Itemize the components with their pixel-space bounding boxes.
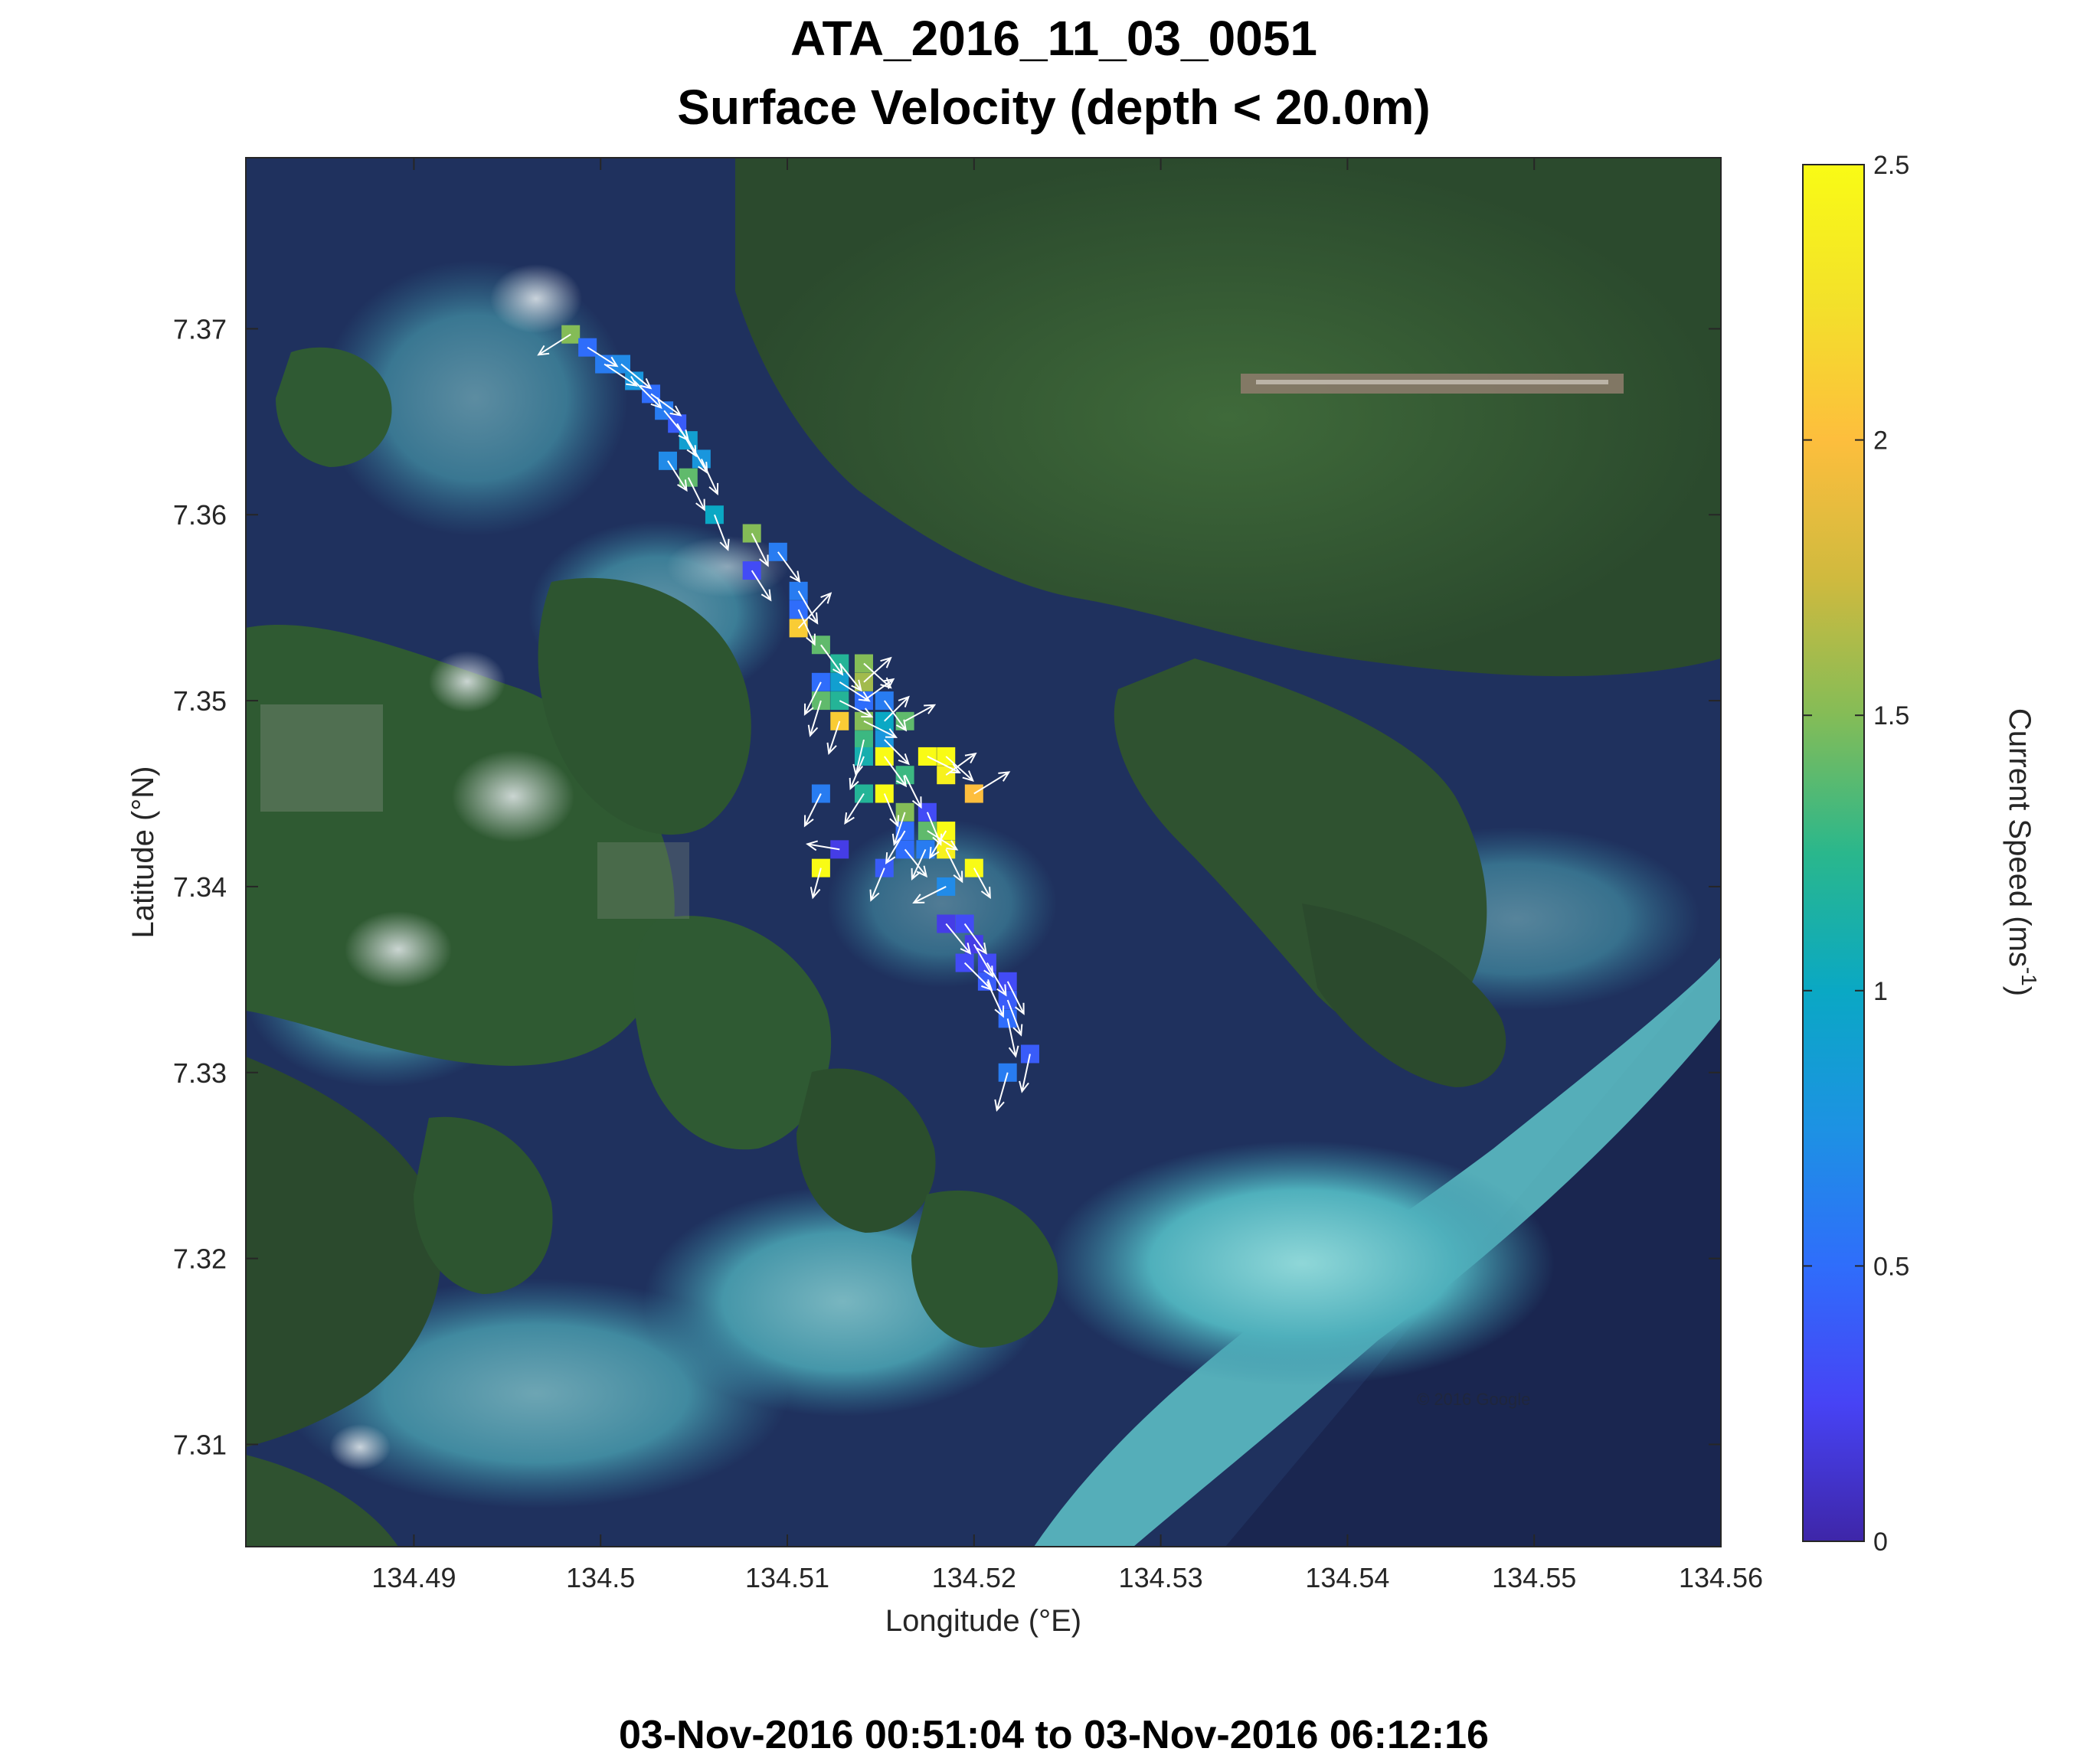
x-tick-label: 134.49 (371, 1562, 456, 1593)
chart-title-line2: Surface Velocity (depth < 20.0m) (677, 80, 1430, 135)
x-tick-label: 134.56 (1679, 1562, 1763, 1593)
colorbar-label-sup: -1 (2017, 967, 2041, 986)
colorbar-tick-label: 2.5 (1873, 151, 1909, 180)
time-range-caption: 03-Nov-2016 00:51:04 to 03-Nov-2016 06:1… (619, 1713, 1489, 1757)
colorbar-tick-label: 1.5 (1873, 701, 1909, 730)
y-tick-label: 7.32 (173, 1243, 227, 1275)
velocity-cell (769, 543, 787, 561)
chart-title-line1: ATA_2016_11_03_0051 (790, 11, 1317, 66)
x-tick-label: 134.54 (1305, 1562, 1389, 1593)
colorbar-label-main: Current Speed (ms (2003, 708, 2036, 967)
colorbar-label-end: ) (2003, 986, 2036, 996)
colorbar-tick-label: 1 (1873, 977, 1888, 1006)
x-tick-label: 134.55 (1492, 1562, 1576, 1593)
x-tick-label: 134.5 (566, 1562, 635, 1593)
colorbar-tick-label: 0 (1873, 1528, 1888, 1557)
y-tick-label: 7.34 (173, 871, 227, 903)
y-tick-label: 7.35 (173, 685, 227, 717)
y-tick-label: 7.36 (173, 499, 227, 531)
y-tick-label: 7.33 (173, 1057, 227, 1089)
y-axis-label: Latitude (°N) (126, 766, 160, 939)
x-tick-label: 134.53 (1119, 1562, 1203, 1593)
satellite-basemap: © 2016 Google (245, 158, 1721, 1547)
colorbar-tick-label: 0.5 (1873, 1252, 1909, 1281)
x-axis-label: Longitude (°E) (885, 1604, 1081, 1638)
map-watermark: © 2016 Google (1417, 1390, 1530, 1409)
colorbar-tick-label: 2 (1873, 426, 1888, 456)
y-tick-label: 7.31 (173, 1429, 227, 1460)
x-tick-label: 134.52 (932, 1562, 1016, 1593)
x-tick-label: 134.51 (745, 1562, 829, 1593)
colorbar-label: Current Speed (ms-1) (2003, 708, 2041, 996)
y-tick-label: 7.37 (173, 313, 227, 345)
colorbar (1803, 165, 1864, 1541)
